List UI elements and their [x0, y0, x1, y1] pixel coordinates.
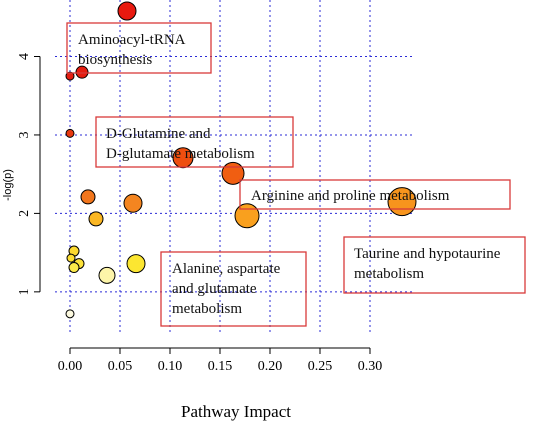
annotation-box: Alanine, aspartate and glutamate metabolis…	[160, 251, 307, 327]
x-axis-title: Pathway Impact	[181, 402, 291, 421]
x-tick-label: 0.20	[258, 359, 283, 374]
y-tick-label: 1	[17, 288, 32, 295]
annotation-label: Taurine and hypotaurine	[354, 246, 501, 262]
annotation-label: D-glutamate metabolism	[106, 146, 255, 162]
annotation-border	[66, 22, 212, 74]
x-tick-label: 0.05	[108, 359, 133, 374]
x-tick-label: 0.30	[358, 359, 383, 374]
pathway-point	[234, 203, 260, 229]
annotation-label: Alanine, aspartate	[172, 261, 281, 277]
y-tick-label: 3	[17, 131, 32, 138]
annotation-box: Taurine and hypotaurine metabolism	[343, 236, 526, 294]
x-tick-label: 0.00	[58, 359, 83, 374]
annotation-label: metabolism	[354, 266, 424, 282]
pathway-point	[88, 211, 104, 227]
pathway-point	[221, 161, 245, 185]
grid-layer	[55, 0, 415, 335]
annotation-label: D-Glutamine and	[106, 126, 211, 142]
annotation-border	[239, 179, 511, 210]
x-tick-label: 0.15	[208, 359, 233, 374]
pathway-point	[117, 1, 137, 21]
pathway-point	[66, 253, 76, 263]
annotation-border	[343, 236, 526, 294]
annotation-border	[95, 116, 294, 168]
pathway-point	[65, 309, 75, 319]
axes-layer: 0.00 0.05 0.10 0.15 0.20 0.25 0.30 1 2 3 4	[17, 53, 382, 374]
annotation-label: Arginine and proline metabolism	[251, 188, 450, 204]
pathway-point	[75, 65, 89, 79]
x-tick-label: 0.25	[308, 359, 333, 374]
annotation-label: and glutamate	[172, 281, 257, 297]
pathway-point	[98, 266, 116, 284]
pathway-point	[123, 193, 143, 213]
annotation-box: D-Glutamine and D-glutamate metabolism	[95, 116, 294, 168]
annotation-border	[160, 251, 307, 327]
annotation-label: biosynthesis	[78, 52, 152, 68]
y-tick-label: 4	[17, 53, 32, 60]
pathway-point	[126, 254, 146, 274]
annotations-layer: Aminoacyl-tRNA biosynthesis D-Glutamine an…	[66, 22, 526, 327]
y-tick-label: 2	[17, 210, 32, 217]
pathway-point	[68, 262, 80, 274]
annotation-box: Aminoacyl-tRNA biosynthesis	[66, 22, 212, 74]
pathway-point	[65, 71, 75, 81]
pathway-point	[172, 147, 194, 169]
annotation-label: Aminoacyl-tRNA	[78, 32, 186, 48]
y-axis-title: -log(p)	[2, 169, 14, 201]
annotation-box: Arginine and proline metabolism	[239, 179, 511, 210]
x-tick-label: 0.10	[158, 359, 183, 374]
annotation-label: metabolism	[172, 301, 242, 317]
pathway-point	[80, 189, 96, 205]
pathway-point	[65, 128, 75, 138]
